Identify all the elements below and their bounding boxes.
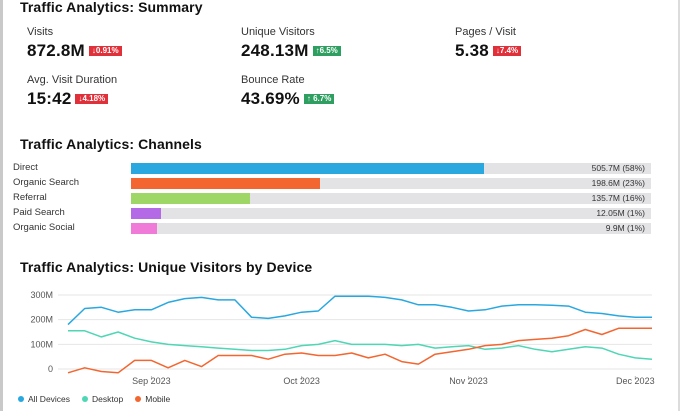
metric-label: Avg. Visit Duration [27, 74, 118, 86]
x-tick-label: Sep 2023 [132, 376, 171, 386]
channel-label: Organic Social [13, 222, 75, 233]
channel-value: 505.7M (58%) [591, 163, 645, 173]
series-line-desktop [68, 330, 653, 360]
x-tick-label: Oct 2023 [283, 376, 320, 386]
channel-row: Direct 505.7M (58%) [13, 162, 653, 174]
metric-label: Bounce Rate [241, 74, 305, 86]
channel-row: Referral 135.7M (16%) [13, 192, 653, 204]
metric-unique-visitors: Unique Visitors 248.13M ↑6.5% [241, 26, 341, 61]
chart-legend: All Devices Desktop Mobile [18, 394, 182, 404]
channels-title: Traffic Analytics: Channels [20, 136, 202, 152]
x-tick-label: Dec 2023 [616, 376, 655, 386]
channel-bar-fill [131, 163, 484, 174]
legend-item-mobile[interactable]: Mobile [135, 394, 170, 404]
channel-value: 12.05M (1%) [596, 208, 645, 218]
channel-row: Organic Search 198.6M (23%) [13, 177, 653, 189]
metric-visits: Visits 872.8M ↓0.91% [27, 26, 122, 61]
channel-bar-track: 12.05M (1%) [131, 208, 651, 219]
channel-value: 135.7M (16%) [591, 193, 645, 203]
metric-bounce-rate: Bounce Rate 43.69% ↑ 6.7% [241, 74, 335, 109]
legend-label: Mobile [145, 394, 171, 404]
metric-label: Pages / Visit [455, 26, 516, 38]
device-chart-title: Traffic Analytics: Unique Visitors by De… [20, 259, 313, 275]
channel-bar-track: 9.9M (1%) [131, 223, 651, 234]
metric-value: 248.13M [241, 41, 309, 60]
change-badge: ↓4.18% [75, 94, 109, 104]
legend-dot-icon [18, 396, 24, 402]
metric-value: 15:42 [27, 89, 72, 108]
legend-item-desktop[interactable]: Desktop [82, 394, 123, 404]
legend-dot-icon [135, 396, 142, 402]
channel-label: Organic Search [13, 177, 80, 188]
channel-bar-fill [131, 208, 162, 219]
metric-value-row: 248.13M ↑6.5% [241, 41, 341, 61]
channel-bar-track: 198.6M (23%) [131, 178, 651, 189]
channel-label: Direct [13, 162, 38, 173]
channel-label: Paid Search [13, 207, 65, 218]
x-tick-label: Nov 2023 [449, 376, 488, 386]
y-tick-label: 0 [48, 364, 53, 374]
metric-value-row: 15:42 ↓4.18% [27, 89, 117, 109]
y-tick-label: 300M [30, 290, 53, 300]
channel-row: Organic Social 9.9M (1%) [13, 222, 653, 234]
series-line-all-devices [67, 295, 652, 326]
metric-pages-visit: Pages / Visit 5.38 ↓7.4% [455, 26, 522, 61]
metric-value-row: 43.69% ↑ 6.7% [241, 89, 335, 109]
metric-avg-visit-duration: Avg. Visit Duration 15:42 ↓4.18% [27, 74, 117, 109]
channel-bar-track: 135.7M (16%) [131, 193, 651, 204]
window-edge-right [678, 0, 680, 411]
channel-bar-fill [131, 193, 250, 204]
metric-value: 43.69% [241, 89, 300, 108]
channel-bar-fill [131, 223, 157, 234]
legend-item-all-devices[interactable]: All Devices [18, 394, 70, 404]
metric-value: 872.8M [27, 41, 85, 60]
metric-value: 5.38 [455, 41, 489, 60]
summary-title: Traffic Analytics: Summary [20, 0, 203, 15]
channel-label: Referral [13, 192, 47, 203]
change-badge: ↓0.91% [88, 46, 122, 56]
window-edge-left [0, 0, 3, 411]
legend-label: All Devices [28, 394, 71, 404]
change-badge: ↑ 6.7% [303, 94, 335, 104]
series-line-mobile [67, 327, 652, 374]
metric-label: Unique Visitors [241, 26, 315, 38]
change-badge: ↓7.4% [492, 46, 522, 56]
legend-label: Desktop [92, 394, 124, 404]
legend-dot-icon [82, 396, 89, 402]
channel-value: 198.6M (23%) [591, 178, 645, 188]
y-tick-label: 200M [30, 315, 53, 325]
metric-label: Visits [27, 26, 54, 38]
y-tick-label: 100M [30, 339, 53, 349]
device-line-chart: 0 100M 200M 300M Sep 2023 Oct 2023 Nov 2023 Dec… [30, 290, 655, 386]
channel-value: 9.9M (1%) [605, 223, 645, 233]
metric-value-row: 5.38 ↓7.4% [455, 41, 522, 61]
change-badge: ↑6.5% [312, 46, 341, 56]
channel-bar-track: 505.7M (58%) [131, 163, 651, 174]
metric-value-row: 872.8M ↓0.91% [27, 41, 122, 61]
channel-row: Paid Search 12.05M (1%) [13, 207, 653, 219]
channel-bar-fill [131, 178, 320, 189]
